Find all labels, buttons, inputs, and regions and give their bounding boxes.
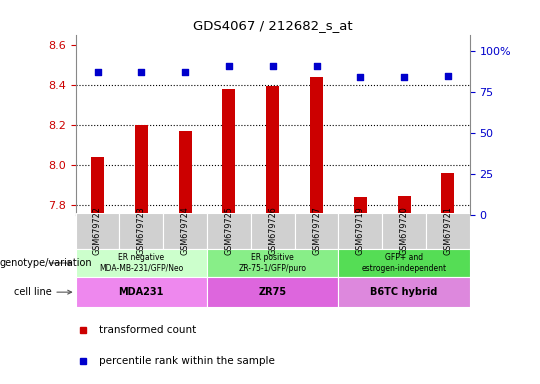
Text: ER positive
ZR-75-1/GFP/puro: ER positive ZR-75-1/GFP/puro (239, 253, 307, 273)
Text: GFP+ and
estrogen-independent: GFP+ and estrogen-independent (362, 253, 447, 273)
Text: transformed count: transformed count (99, 325, 197, 335)
Bar (135, 125, 148, 215)
Bar (339, 249, 470, 277)
Bar (76, 277, 207, 307)
Text: ER negative
MDA-MB-231/GFP/Neo: ER negative MDA-MB-231/GFP/Neo (99, 253, 184, 273)
Bar (441, 173, 455, 215)
Bar (76, 213, 119, 249)
Text: genotype/variation: genotype/variation (0, 258, 93, 268)
Text: GSM679719: GSM679719 (356, 207, 365, 255)
Bar (339, 213, 382, 249)
Bar (207, 213, 251, 249)
Text: percentile rank within the sample: percentile rank within the sample (99, 356, 275, 366)
Point (181, 69, 190, 75)
Bar (354, 197, 367, 215)
Text: B6TC hybrid: B6TC hybrid (370, 287, 438, 297)
Text: GSM679725: GSM679725 (225, 207, 233, 255)
Text: ZR75: ZR75 (259, 287, 287, 297)
Point (356, 74, 364, 80)
Bar (266, 86, 279, 215)
Bar (76, 249, 207, 277)
Point (137, 69, 146, 75)
Point (443, 73, 452, 79)
Text: GSM679722: GSM679722 (93, 207, 102, 255)
Bar (426, 213, 470, 249)
Text: GSM679720: GSM679720 (400, 207, 409, 255)
Text: MDA231: MDA231 (119, 287, 164, 297)
Bar (295, 213, 339, 249)
Bar (251, 213, 295, 249)
Point (268, 63, 277, 69)
Bar (163, 213, 207, 249)
Point (93, 69, 102, 75)
Bar (222, 89, 235, 215)
Bar (207, 249, 339, 277)
Text: GSM679726: GSM679726 (268, 207, 277, 255)
Bar (207, 277, 339, 307)
Bar (382, 213, 426, 249)
Bar (119, 213, 163, 249)
Text: GSM679723: GSM679723 (137, 207, 146, 255)
Text: GSM679721: GSM679721 (443, 207, 453, 255)
Bar (91, 157, 104, 215)
Point (225, 63, 233, 69)
Bar (310, 77, 323, 215)
Point (312, 63, 321, 69)
Text: cell line: cell line (14, 287, 72, 297)
Text: GSM679727: GSM679727 (312, 207, 321, 255)
Point (400, 74, 408, 80)
Bar (179, 131, 192, 215)
Bar (339, 277, 470, 307)
Title: GDS4067 / 212682_s_at: GDS4067 / 212682_s_at (193, 19, 353, 32)
Bar (397, 196, 410, 215)
Text: GSM679724: GSM679724 (180, 207, 190, 255)
